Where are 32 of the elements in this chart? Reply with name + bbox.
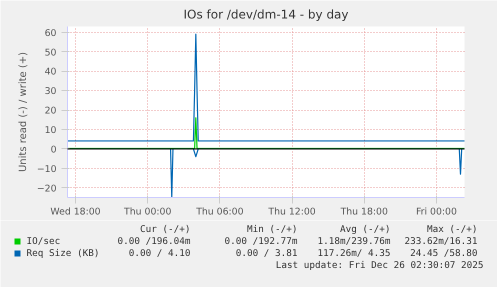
chart-title: IOs for /dev/dm-14 - by day (183, 8, 349, 22)
text: 1.18m/239.76m (317, 236, 391, 247)
text: Min (-/+) (246, 224, 298, 235)
x-tick-label: Thu 12:00 (267, 206, 316, 218)
x-tick-label: Thu 18:00 (340, 206, 388, 218)
text: Max (-/+) (426, 224, 478, 235)
y-tick-label: 30 (44, 86, 57, 98)
y-tick-label: −10 (36, 164, 57, 175)
x-tick-label: Thu 00:00 (123, 206, 172, 218)
text: 0.00 / 3.81 (236, 248, 298, 259)
legend-label: Req Size (KB) (26, 248, 100, 259)
text: Last update: Fri Dec 26 02:30:07 2025 (276, 260, 484, 271)
y-tick-label: 40 (44, 66, 57, 78)
text: 233.62m/16.31 (404, 236, 478, 247)
x-tick-label: Thu 06:00 (195, 206, 244, 218)
y-tick-label: 0 (50, 144, 57, 156)
legend-label: IO/sec (26, 236, 60, 247)
x-tick-label: Fri 00:00 (416, 206, 457, 218)
y-tick-label: 10 (44, 124, 57, 136)
text: 24.45 /58.80 (410, 248, 478, 259)
y-tick-label: 60 (44, 28, 57, 39)
text: 0.00 /192.77m (224, 236, 298, 247)
text: 117.26m/ 4.35 (317, 248, 391, 259)
text: Cur (-/+) (140, 224, 191, 235)
y-tick-label: 50 (44, 47, 57, 58)
y-axis-title: Units read (-) / write (+) (18, 52, 29, 172)
y-tick-label: 20 (44, 106, 57, 117)
text: 0.00 /196.04m (117, 236, 191, 247)
y-tick-label: −20 (36, 183, 57, 194)
text: Avg (-/+) (340, 224, 391, 235)
x-tick-label: Wed 18:00 (50, 206, 101, 218)
text: 0.00 / 4.10 (128, 248, 191, 259)
